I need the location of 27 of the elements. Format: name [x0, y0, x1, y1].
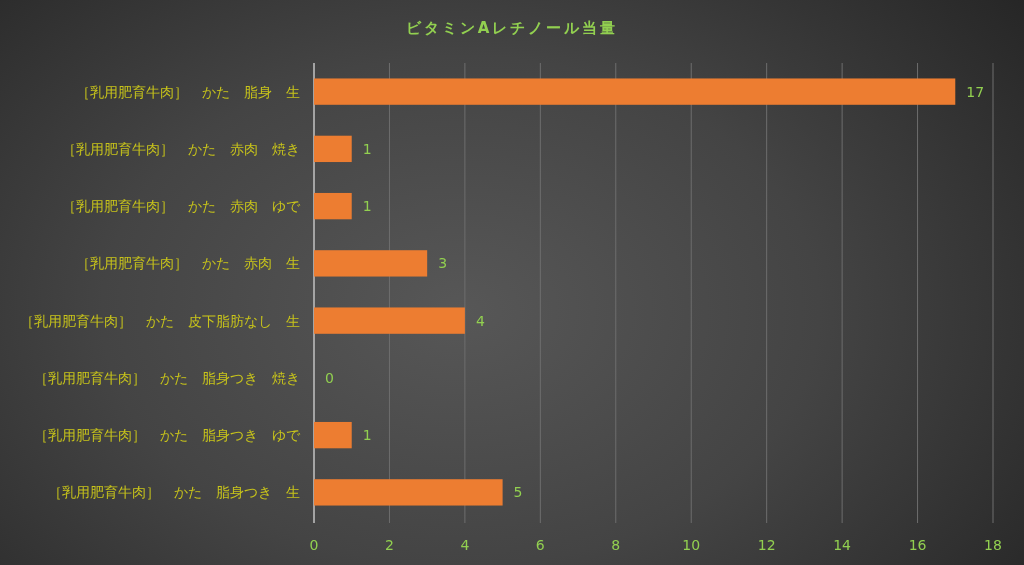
- x-tick-label: 14: [833, 537, 852, 553]
- data-label: 1: [362, 140, 372, 157]
- y-tick-label: ［乳用肥育牛肉］ かた 脂身つき 生: [48, 484, 300, 501]
- x-tick-label: 6: [535, 537, 545, 553]
- y-tick-label: ［乳用肥育牛肉］ かた 脂身つき 焼き: [34, 369, 300, 386]
- data-label: 4: [475, 312, 485, 329]
- x-tick-label: 0: [309, 537, 319, 553]
- data-label: 3: [438, 255, 448, 272]
- x-tick-label: 4: [460, 537, 470, 553]
- y-tick-label: ［乳用肥育牛肉］ かた 赤肉 焼き: [62, 140, 300, 157]
- x-tick-label: 8: [611, 537, 621, 553]
- x-tick-label: 18: [984, 537, 1002, 553]
- x-tick-label: 2: [384, 537, 394, 553]
- title: ビタミンAレチノール当量: [405, 19, 619, 37]
- data-label: 0: [325, 369, 334, 386]
- data-label: 17: [966, 83, 985, 100]
- data-label: 1: [362, 198, 372, 215]
- y-tick-label: ［乳用肥育牛肉］ かた 赤肉 ゆで: [62, 198, 301, 215]
- data-label: 5: [513, 484, 523, 501]
- y-tick-label: ［乳用肥育牛肉］ かた 脂身つき ゆで: [34, 427, 301, 444]
- data-label: 1: [362, 427, 372, 444]
- x-tick-label: 12: [757, 537, 776, 553]
- y-tick-label: ［乳用肥育牛肉］ かた 脂身 生: [76, 83, 300, 100]
- x-tick-label: 10: [682, 537, 701, 553]
- y-tick-label: ［乳用肥育牛肉］ かた 皮下脂肪なし 生: [20, 312, 300, 329]
- y-tick-label: ［乳用肥育牛肉］ かた 赤肉 生: [76, 255, 300, 272]
- x-tick-label: 16: [908, 537, 927, 553]
